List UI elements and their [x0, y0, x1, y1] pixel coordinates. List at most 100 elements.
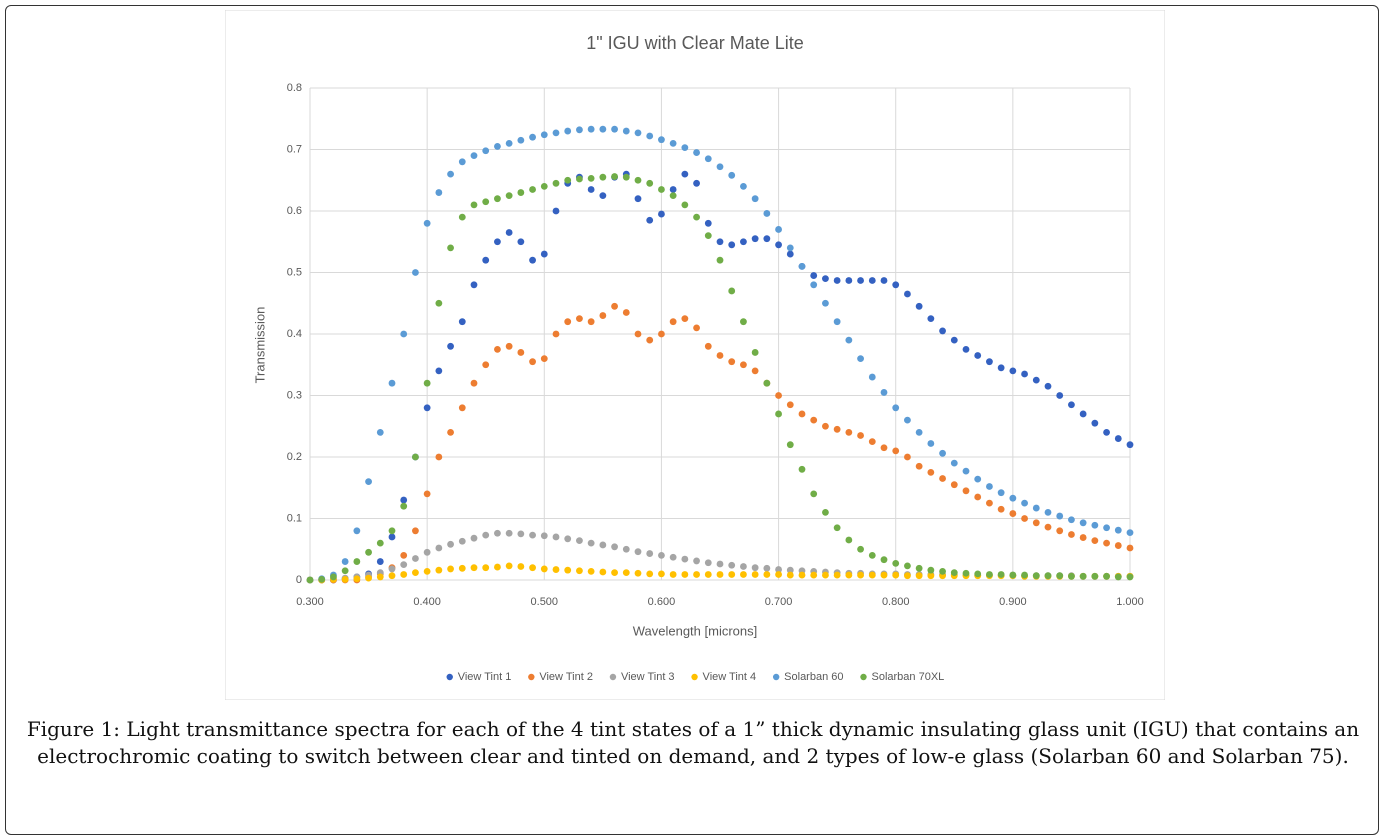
data-point	[857, 571, 864, 579]
chart-area	[225, 10, 1165, 700]
data-point	[423, 548, 431, 556]
data-point	[306, 576, 314, 584]
data-point	[505, 529, 513, 537]
data-point	[388, 379, 396, 387]
data-point	[704, 342, 712, 350]
data-point	[622, 127, 630, 135]
data-point	[704, 219, 712, 227]
data-point	[482, 256, 490, 264]
data-point	[716, 352, 724, 359]
data-point	[716, 571, 724, 578]
data-point	[388, 527, 396, 535]
data-point	[751, 367, 759, 375]
data-point	[447, 170, 454, 178]
data-point	[669, 192, 677, 200]
data-point	[658, 210, 665, 218]
data-point	[412, 453, 419, 461]
data-point	[658, 570, 665, 578]
data-point	[587, 318, 595, 326]
data-point	[458, 537, 466, 545]
data-point	[435, 544, 443, 552]
y-tick-label: 0.2	[287, 451, 302, 463]
data-point	[974, 352, 982, 359]
data-point	[1126, 544, 1134, 552]
data-point	[693, 149, 700, 156]
data-point	[880, 556, 888, 564]
data-point	[423, 379, 431, 387]
data-point	[798, 465, 806, 473]
data-point	[470, 201, 478, 209]
data-point	[786, 571, 794, 579]
data-point	[915, 302, 923, 310]
data-point	[763, 235, 771, 243]
data-point	[728, 241, 736, 249]
data-point	[423, 567, 431, 575]
data-point	[400, 561, 408, 569]
data-point	[1056, 392, 1064, 399]
y-tick-label: 0.4	[287, 328, 302, 340]
data-point	[400, 496, 408, 504]
data-point	[599, 125, 607, 133]
data-point	[447, 540, 454, 548]
data-point	[775, 571, 782, 578]
data-point	[517, 136, 525, 144]
data-point	[880, 444, 888, 452]
data-point	[939, 449, 946, 457]
data-point	[1044, 572, 1052, 580]
data-point	[634, 176, 642, 184]
data-point	[400, 552, 408, 559]
data-point	[1091, 572, 1099, 580]
data-point	[564, 535, 572, 543]
data-point	[810, 281, 818, 289]
data-point	[376, 429, 384, 436]
x-tick-label: 0.700	[765, 596, 793, 608]
data-point	[786, 566, 794, 574]
legend: View Tint 1 View Tint 2 View Tint 3 View Ti…	[446, 671, 944, 683]
y-tick-label: 0.6	[287, 205, 302, 217]
data-point	[1079, 534, 1087, 541]
chart: 1" IGU with Clear Mate Lite Wavelength […	[225, 10, 1165, 700]
data-point	[482, 198, 490, 206]
data-point	[904, 290, 911, 298]
data-point	[751, 571, 759, 578]
data-point	[704, 232, 712, 240]
data-point	[634, 569, 642, 577]
data-point	[1021, 571, 1028, 579]
data-point	[763, 379, 771, 387]
data-point	[763, 564, 771, 572]
data-point	[494, 238, 501, 246]
data-point	[1091, 419, 1099, 427]
data-point	[1044, 523, 1052, 531]
data-point	[1079, 410, 1087, 418]
data-point	[529, 564, 536, 572]
data-point	[505, 139, 513, 147]
data-point	[529, 133, 536, 141]
data-point	[974, 475, 982, 483]
legend-label: Solarban 70XL	[871, 671, 944, 683]
data-point	[576, 315, 583, 323]
data-point	[1091, 537, 1099, 545]
data-point	[681, 201, 689, 209]
data-point	[845, 571, 853, 579]
data-point	[810, 416, 818, 424]
data-point	[962, 467, 970, 475]
data-point	[775, 392, 782, 399]
data-point	[587, 175, 595, 182]
data-point	[564, 127, 572, 135]
data-point	[857, 432, 864, 439]
legend-marker	[446, 673, 453, 681]
data-point	[822, 422, 829, 430]
data-point	[880, 571, 888, 579]
data-point	[611, 125, 618, 133]
data-point	[540, 250, 548, 258]
legend-marker	[528, 673, 535, 681]
data-point	[728, 561, 736, 569]
data-point	[810, 272, 818, 279]
legend-label: View Tint 2	[539, 671, 593, 683]
data-point	[1068, 516, 1075, 524]
data-point	[599, 541, 607, 549]
data-point	[400, 330, 408, 338]
data-point	[447, 429, 454, 436]
data-point	[564, 176, 572, 184]
data-point	[517, 563, 525, 570]
